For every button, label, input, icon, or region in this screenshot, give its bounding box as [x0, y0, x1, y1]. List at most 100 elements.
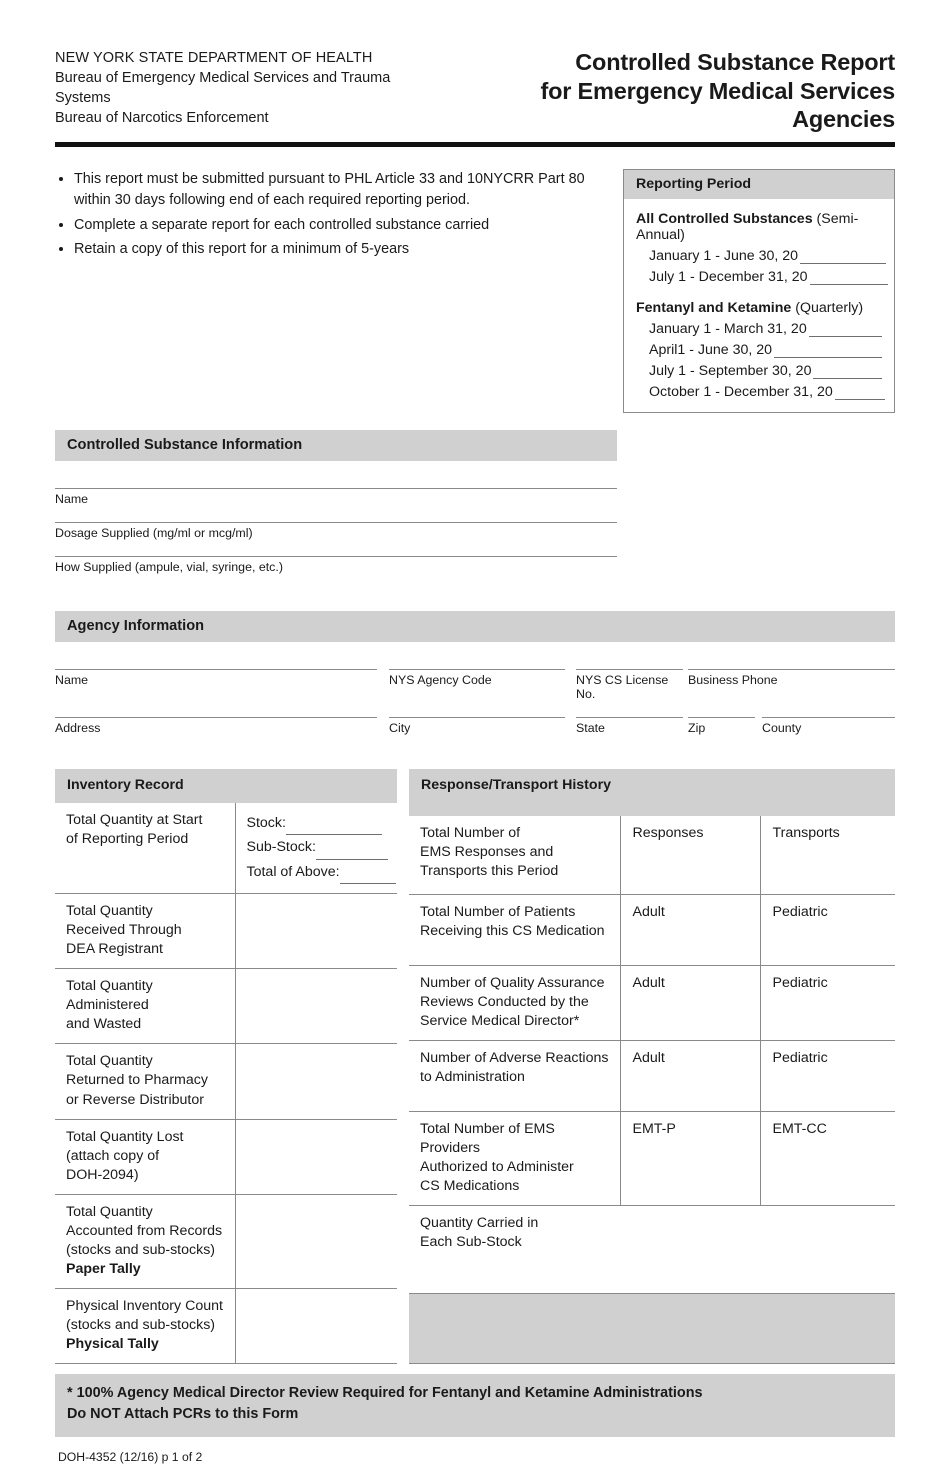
agency-information-section: Agency Information Name NYS Agency Code … — [55, 610, 895, 751]
inventory-row-value[interactable] — [235, 968, 397, 1045]
paper-tally-label: Paper Tally — [66, 1260, 141, 1277]
agency-name-field[interactable]: Name — [55, 668, 377, 717]
period-year-input[interactable] — [774, 344, 882, 358]
nys-agency-code-label: NYS Agency Code — [389, 672, 492, 687]
table-row: Total Quantity Returned to Pharmacy or R… — [55, 1043, 397, 1120]
agency-information-heading: Agency Information — [55, 610, 895, 642]
agency-state-field[interactable]: State — [576, 716, 683, 751]
table-header-row: Inventory Record — [55, 768, 397, 803]
agency-zip-label: Zip — [688, 720, 706, 735]
agency-zip-field[interactable]: Zip — [688, 716, 755, 751]
rth-emtcc-cell[interactable]: EMT-CC — [760, 1111, 895, 1206]
table-row: Total Quantity Accounted from Records (s… — [55, 1194, 397, 1289]
table-row: Total Quantity at Start of Reporting Per… — [55, 803, 397, 895]
nys-cs-license-field[interactable]: NYS CS License No. — [576, 668, 683, 717]
reporting-period-option[interactable]: October 1 - December 31, 20 — [636, 383, 885, 400]
footer-note-line-1: * 100% Agency Medical Director Review Re… — [67, 1384, 703, 1401]
rth-quantity-carried-cell[interactable]: Quantity Carried in Each Sub-Stock — [408, 1205, 895, 1294]
rth-pediatric-cell[interactable]: Pediatric — [760, 894, 895, 966]
reporting-period-group-fent-ket: Fentanyl and Ketamine (Quarterly) — [636, 300, 882, 316]
rth-adult-cell[interactable]: Adult — [620, 1040, 762, 1112]
nys-agency-code-field[interactable]: NYS Agency Code — [389, 668, 565, 717]
reporting-period-option[interactable]: July 1 - September 30, 20 — [636, 363, 882, 379]
business-phone-field[interactable]: Business Phone — [688, 668, 895, 717]
period-label: April1 - June 30, 20 — [649, 341, 773, 358]
department-name: NEW YORK STATE DEPARTMENT OF HEALTH — [55, 50, 373, 66]
rth-gray-filler — [408, 1293, 895, 1364]
rth-transports-cell[interactable]: Transports — [760, 816, 895, 895]
inventory-row-label: Total Quantity at Start of Reporting Per… — [55, 803, 236, 895]
table-row: Number of Quality Assurance Reviews Cond… — [408, 965, 895, 1041]
period-label: July 1 - September 30, 20 — [649, 362, 812, 379]
inventory-record-table: Inventory Record Total Quantity at Start… — [55, 768, 397, 1364]
inventory-row-value[interactable] — [235, 1043, 397, 1120]
reporting-period-box: Reporting Period All Controlled Substanc… — [623, 168, 895, 413]
stock-input[interactable] — [285, 820, 382, 836]
table-row: Total Quantity Lost (attach copy of DOH-… — [55, 1119, 397, 1195]
agency-county-field[interactable]: County — [762, 716, 895, 751]
agency-city-label: City — [389, 720, 411, 735]
controlled-substance-heading: Controlled Substance Information — [55, 429, 617, 461]
page-title-line-1: Controlled Substance Report — [575, 49, 895, 75]
inventory-row-value[interactable] — [235, 1288, 397, 1364]
table-row-filler — [408, 1293, 895, 1364]
rth-emtp-cell[interactable]: EMT-P — [620, 1111, 762, 1206]
list-item: Retain a copy of this report for a minim… — [74, 239, 605, 260]
total-of-above-input[interactable] — [339, 869, 396, 885]
cs-how-supplied-field[interactable]: How Supplied (ampule, vial, syringe, etc… — [55, 555, 617, 590]
document-id: DOH-4352 (12/16) p 1 of 2 — [58, 1450, 203, 1464]
cs-name-field[interactable]: Name — [55, 487, 617, 522]
inventory-row-value[interactable] — [235, 893, 397, 970]
inventory-row-label: Total Quantity Received Through DEA Regi… — [55, 893, 236, 970]
table-row: Total Number of Patients Receiving this … — [408, 894, 895, 966]
rth-adult-cell[interactable]: Adult — [620, 965, 762, 1041]
inventory-row-label: Total Quantity Lost (attach copy of DOH-… — [55, 1119, 236, 1195]
instructions-list: This report must be submitted pursuant t… — [55, 169, 605, 413]
table-row: Total Number of EMS Providers Authorized… — [408, 1111, 895, 1206]
inventory-row-value[interactable] — [235, 1119, 397, 1195]
period-year-input[interactable] — [800, 250, 887, 264]
rth-adult-cell[interactable]: Adult — [620, 894, 762, 966]
rth-col-header: Adult — [632, 903, 665, 920]
bureau-ems-line: Bureau of Emergency Medical Services and… — [55, 70, 391, 106]
table-row: Total Quantity Administered and Wasted — [55, 968, 397, 1045]
sub-stock-input[interactable] — [315, 845, 388, 860]
agency-city-field[interactable]: City — [389, 716, 565, 751]
group-label-plain: (Quarterly) — [795, 299, 864, 316]
controlled-substance-section: Controlled Substance Information Name Do… — [55, 429, 617, 590]
period-label: July 1 - December 31, 20 — [649, 268, 808, 285]
inventory-row-value-stock-breakdown[interactable]: Stock: Sub-Stock: Total of Above: — [235, 803, 397, 895]
reporting-period-option[interactable]: April1 - June 30, 20 — [636, 342, 882, 358]
inventory-row-value[interactable] — [235, 1194, 397, 1289]
rth-pediatric-cell[interactable]: Pediatric — [760, 1040, 895, 1112]
reporting-period-option[interactable]: January 1 - March 31, 20 — [636, 321, 882, 337]
agency-name-label: Name — [55, 672, 89, 687]
response-transport-heading: Response/Transport History — [408, 768, 895, 817]
rth-row-label: Total Number of EMS Providers Authorized… — [408, 1111, 622, 1206]
rth-pediatric-cell[interactable]: Pediatric — [760, 965, 895, 1041]
table-row: Quantity Carried in Each Sub-Stock — [408, 1205, 895, 1294]
records-tables: Inventory Record Total Quantity at Start… — [55, 768, 895, 1364]
rth-col-header: Adult — [632, 1049, 665, 1066]
period-label: October 1 - December 31, 20 — [649, 383, 833, 400]
table-row: Total Quantity Received Through DEA Regi… — [55, 893, 397, 970]
rth-col-header: EMT-P — [632, 1120, 676, 1137]
period-year-input[interactable] — [809, 271, 888, 285]
page-title-line-2: for Emergency Medical Services Agencies — [540, 77, 895, 133]
rth-row-label: Total Number of Patients Receiving this … — [408, 894, 622, 966]
cs-dosage-field[interactable]: Dosage Supplied (mg/ml or mcg/ml) — [55, 521, 617, 556]
period-year-input[interactable] — [808, 323, 882, 337]
rth-col-header: Pediatric — [772, 974, 828, 991]
rth-responses-cell[interactable]: Responses — [620, 816, 762, 895]
list-item: Complete a separate report for each cont… — [74, 215, 605, 236]
agency-address-field[interactable]: Address — [55, 716, 377, 751]
rth-col-header: Adult — [632, 974, 665, 991]
reporting-period-option[interactable]: January 1 - June 30, 20 — [636, 248, 887, 264]
period-year-input[interactable] — [834, 386, 885, 400]
reporting-period-option[interactable]: July 1 - December 31, 20 — [636, 268, 888, 285]
agency-identity-block: NEW YORK STATE DEPARTMENT OF HEALTH Bure… — [55, 48, 442, 128]
period-year-input[interactable] — [813, 365, 882, 379]
agency-address-label: Address — [55, 720, 101, 735]
rth-col-header: Transports — [772, 825, 840, 842]
business-phone-label: Business Phone — [688, 672, 778, 687]
